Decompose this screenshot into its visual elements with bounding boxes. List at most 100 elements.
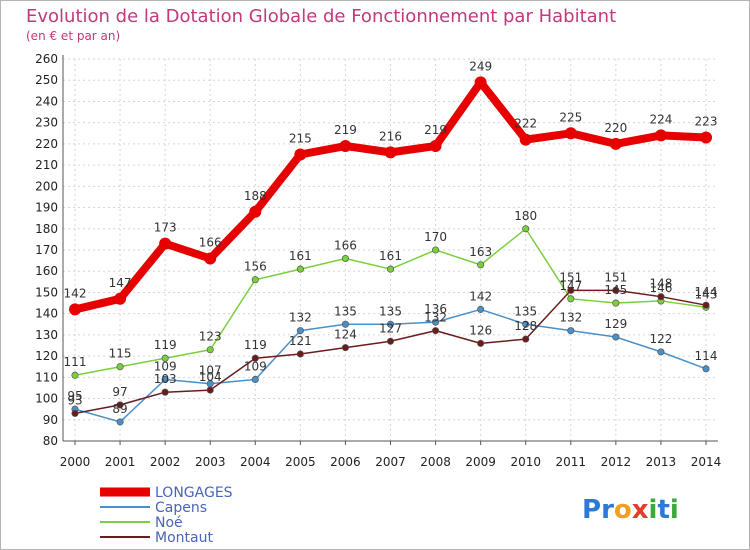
data-label-no-: 156 [244,260,267,274]
data-point-longages [114,292,127,305]
data-point-montaut [206,386,214,394]
data-label-longages: 166 [199,235,222,249]
data-point-montaut [522,335,530,343]
x-tick-label: 2004 [240,455,271,469]
y-tick-label: 150 [35,285,58,299]
data-label-montaut: 121 [289,334,312,348]
data-label-montaut: 124 [334,328,357,342]
data-point-montaut [296,350,304,358]
data-label-longages: 224 [649,112,672,126]
data-point-capens [161,375,169,384]
data-label-capens: 132 [559,311,582,325]
data-point-longages [519,133,532,146]
data-label-montaut: 126 [469,323,492,337]
data-point-longages [159,237,172,250]
data-point-montaut [386,337,395,345]
data-point-no- [522,225,530,233]
chart-subtitle: (en € et par an) [26,29,120,43]
data-point-capens [567,327,575,335]
data-point-no- [71,371,79,379]
y-tick-label: 180 [35,222,58,236]
data-label-capens: 89 [112,402,127,416]
series-layer [69,76,712,426]
y-tick-label: 110 [35,370,58,384]
y-tick-label: 90 [43,413,58,427]
data-label-longages: 219 [334,123,357,137]
data-point-montaut [612,286,620,294]
data-label-longages: 222 [514,117,537,131]
data-point-no- [432,246,440,254]
data-label-montaut: 104 [199,370,222,384]
y-tick-label: 260 [35,52,58,66]
y-tick-label: 130 [35,328,58,342]
data-label-montaut: 127 [379,321,402,335]
data-label-longages: 215 [289,132,312,146]
data-label-longages: 249 [469,59,492,73]
chart-title: Evolution de la Dotation Globale de Fonc… [26,6,616,27]
data-point-longages [69,303,81,316]
data-point-no- [386,265,395,273]
data-point-longages [294,148,307,161]
x-tick-label: 2003 [195,455,226,469]
data-label-no-: 145 [604,283,627,297]
x-tick-label: 2013 [646,455,677,469]
x-tick-label: 2011 [556,455,587,469]
data-label-no-: 161 [379,249,402,263]
axis-layer: 8090100110120130140150160170180190200210… [35,52,721,469]
y-tick-label: 240 [35,94,58,108]
data-label-montaut: 148 [649,277,672,291]
data-label-montaut: 93 [67,393,82,407]
data-label-capens: 107 [199,364,222,378]
data-point-montaut [161,388,169,396]
y-tick-label: 170 [35,243,58,257]
data-label-longages: 216 [379,129,402,143]
data-label-capens: 129 [604,317,627,331]
data-point-longages [204,252,217,265]
data-label-capens: 114 [695,349,718,363]
y-tick-label: 100 [35,392,58,406]
data-label-montaut: 151 [604,270,627,284]
data-label-capens: 122 [649,332,672,346]
data-point-longages [474,76,487,89]
data-point-no- [612,299,620,307]
y-tick-label: 250 [35,73,58,87]
data-label-no-: 163 [469,245,492,259]
x-tick-label: 2008 [420,455,451,469]
data-label-no-: 166 [334,238,357,252]
x-tick-label: 2001 [105,455,136,469]
data-point-no- [251,276,259,284]
data-point-longages [700,131,712,144]
data-point-capens [251,375,259,384]
data-point-capens [477,305,485,313]
data-point-montaut [251,354,259,362]
x-tick-label: 2009 [465,455,496,469]
data-point-capens [341,320,349,328]
data-label-montaut: 144 [695,285,718,299]
x-tick-label: 2012 [601,455,632,469]
data-point-montaut [567,286,575,294]
y-tick-label: 190 [35,201,58,215]
legend-label-no-: Noé [155,515,183,531]
data-point-capens [432,318,440,326]
data-label-no-: 123 [199,330,222,344]
data-label-layer: 95 89 109 107 109 132 135 135 136 142 135 132 129 122… [64,59,718,416]
data-label-no-: 180 [514,209,537,223]
data-point-longages [429,140,442,153]
data-point-capens [702,365,710,373]
data-label-no-: 115 [109,347,132,361]
data-point-capens [522,320,530,328]
data-point-no- [477,261,485,269]
data-point-longages [654,129,667,142]
data-point-no- [116,363,124,371]
data-label-capens: 135 [514,304,537,318]
data-label-montaut: 128 [514,319,537,333]
data-point-montaut [341,344,349,352]
data-point-capens [386,320,395,328]
data-point-no- [161,354,169,362]
data-point-no- [296,265,304,273]
data-point-capens [116,418,124,426]
data-point-no- [206,346,214,354]
data-label-no-: 170 [424,230,447,244]
